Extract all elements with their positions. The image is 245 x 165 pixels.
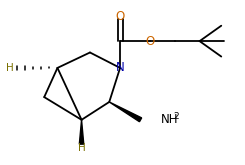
Text: 2: 2 [174, 112, 179, 121]
Text: O: O [115, 10, 125, 23]
Text: H: H [78, 143, 86, 153]
Text: NH: NH [161, 113, 179, 126]
Polygon shape [79, 120, 84, 144]
Text: N: N [116, 61, 124, 74]
Text: O: O [146, 35, 155, 48]
Polygon shape [109, 102, 142, 122]
Text: H: H [6, 63, 13, 73]
